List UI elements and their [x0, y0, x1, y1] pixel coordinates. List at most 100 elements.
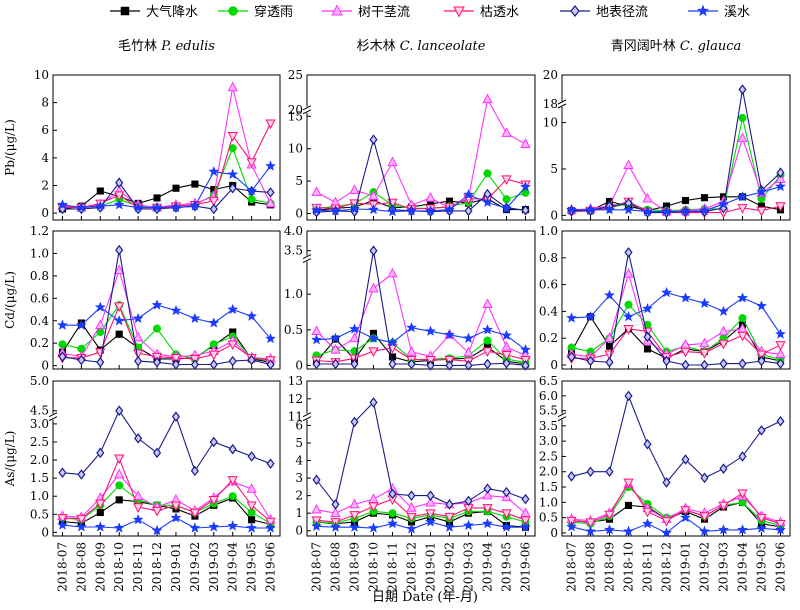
- y-tick-label: 3.5: [284, 244, 303, 258]
- column-title-cn: 青冈阔叶林: [611, 39, 680, 54]
- y-tick-label: 1.0: [284, 287, 303, 301]
- data-point: [407, 490, 416, 501]
- data-point: [134, 433, 143, 444]
- data-point: [425, 192, 436, 202]
- data-point: [227, 303, 239, 315]
- data-point: [736, 292, 749, 303]
- data-point: [567, 351, 576, 363]
- data-point: [310, 204, 323, 215]
- data-point: [443, 328, 456, 340]
- data-point: [113, 315, 125, 326]
- y-tick-label: 0: [41, 206, 49, 220]
- data-point: [679, 511, 692, 523]
- data-point: [248, 516, 256, 524]
- data-point: [405, 523, 418, 534]
- series-sur: [58, 244, 275, 370]
- data-point: [227, 476, 238, 486]
- series-lit: [57, 454, 276, 528]
- data-point: [681, 454, 690, 465]
- data-point: [565, 312, 578, 323]
- y-tick-label: 10: [543, 116, 558, 130]
- data-point: [738, 358, 747, 369]
- series-line: [571, 252, 781, 366]
- data-point: [679, 292, 692, 303]
- data-point: [349, 184, 360, 194]
- axis-break-mark: [302, 258, 312, 264]
- data-point: [680, 506, 691, 516]
- data-point: [368, 493, 379, 503]
- data-point: [115, 244, 124, 256]
- series-lit: [311, 495, 531, 528]
- series-line: [316, 498, 526, 523]
- data-point: [208, 496, 219, 506]
- data-point: [718, 339, 729, 350]
- y-tick-label: 4.0: [284, 224, 303, 238]
- data-point: [56, 519, 68, 530]
- data-point: [114, 302, 125, 313]
- x-tick-label: 2019-05: [755, 542, 769, 592]
- y-tick-label: 0: [295, 207, 303, 221]
- data-point: [368, 282, 379, 293]
- data-point: [368, 190, 379, 200]
- data-point: [388, 358, 397, 370]
- data-point: [699, 337, 710, 348]
- y-axis-label: As/(μg/L): [3, 431, 17, 488]
- data-point: [247, 195, 256, 204]
- series-str: [56, 512, 277, 536]
- data-point: [57, 514, 68, 524]
- data-point: [132, 513, 144, 525]
- y-tick-label: 3.0: [539, 434, 558, 448]
- x-tick-label: 2019-02: [698, 542, 712, 592]
- legend-item-str: 溪水: [688, 4, 750, 20]
- data-point: [228, 443, 237, 455]
- data-point: [115, 405, 124, 416]
- series-line: [62, 473, 271, 520]
- axis-break-gap: [49, 413, 58, 420]
- data-point: [132, 201, 144, 213]
- data-point: [481, 517, 494, 529]
- x-tick-label: 2019-05: [245, 542, 259, 592]
- data-point: [622, 525, 635, 537]
- series-line: [316, 250, 526, 366]
- data-point: [189, 522, 201, 533]
- data-point: [349, 332, 360, 343]
- data-point: [519, 344, 532, 355]
- data-point: [718, 325, 729, 336]
- data-point: [58, 340, 67, 349]
- y-tick-label: 3.5: [539, 419, 558, 433]
- series-sur: [567, 390, 785, 488]
- data-point: [189, 312, 201, 324]
- y-tick-label: 5: [295, 436, 303, 450]
- data-point: [330, 343, 341, 354]
- data-point: [738, 314, 747, 323]
- y-tick-label: 3.0: [30, 417, 49, 431]
- data-point: [369, 245, 378, 256]
- series-line: [62, 456, 271, 522]
- y-tick-label: 6: [295, 418, 303, 432]
- axis-break-mark: [302, 109, 312, 115]
- data-point: [209, 359, 218, 370]
- y-tick-label: 25: [288, 68, 303, 82]
- data-point: [501, 341, 512, 351]
- axis-break-mark: [302, 254, 312, 260]
- data-point: [246, 501, 257, 512]
- data-point: [115, 177, 124, 188]
- panel-frame: [561, 74, 791, 221]
- data-point: [350, 358, 359, 370]
- y-tick-label: 4.5: [30, 404, 49, 418]
- series-line: [62, 409, 271, 476]
- axis-break-mark: [557, 99, 567, 105]
- series-line: [571, 303, 781, 361]
- data-point: [662, 355, 671, 367]
- data-point: [519, 521, 532, 532]
- data-point: [348, 323, 361, 334]
- data-point: [481, 196, 494, 208]
- data-point: [737, 331, 748, 342]
- data-point: [75, 201, 87, 213]
- data-point: [775, 202, 786, 212]
- y-tick-label: 20: [288, 103, 303, 117]
- data-point: [350, 416, 359, 428]
- series-line: [62, 123, 271, 209]
- series-line: [62, 303, 271, 362]
